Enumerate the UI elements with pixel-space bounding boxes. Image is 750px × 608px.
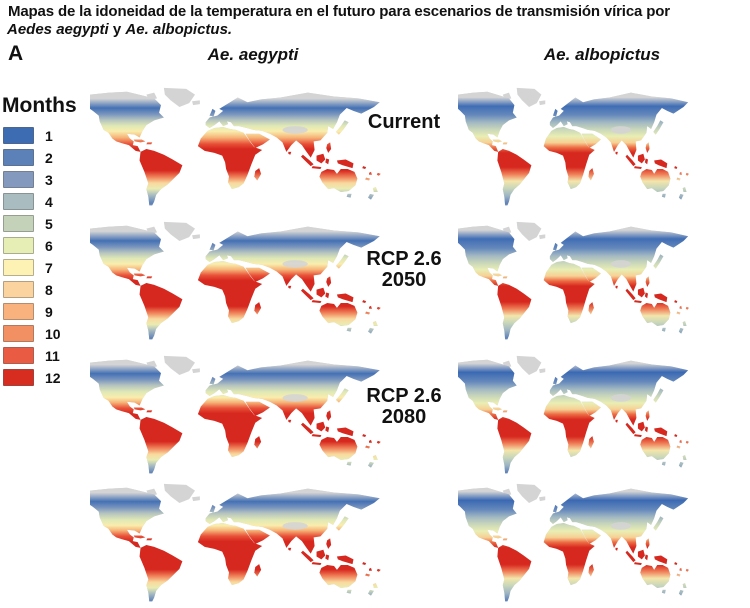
legend-entry: 8 — [3, 281, 61, 298]
legend-entry: 2 — [3, 149, 61, 166]
map-ae-albopictus-cropped — [458, 482, 736, 608]
legend-value: 2 — [45, 149, 53, 166]
legend-swatch — [3, 303, 34, 320]
row-label-line: 2080 — [381, 406, 427, 428]
species-name-albopictus: Ae. albopictus. — [125, 21, 233, 38]
legend-value: 3 — [45, 171, 53, 188]
row-label-rcp26-2080: RCP 2.6 2080 — [339, 386, 469, 428]
map-ae-aegypti-current — [90, 86, 440, 212]
title-conjunction: y — [108, 21, 126, 38]
legend-swatch — [3, 127, 34, 144]
legend-swatch — [3, 237, 34, 254]
legend-title: Months — [2, 94, 77, 117]
map-ae-aegypti-cropped — [90, 482, 440, 608]
map-ae-albopictus-current — [458, 86, 736, 212]
map-ae-aegypti-rcp-2-6-2080 — [90, 354, 440, 480]
legend-entry: 7 — [3, 259, 61, 276]
column-header-ae-aegypti: Ae. aegypti — [207, 45, 299, 64]
figure-page: { "title": { "line1": "Mapas de la idone… — [2, 3, 736, 602]
row-label-line: RCP 2.6 — [366, 248, 442, 270]
legend-entry: 12 — [3, 369, 61, 386]
map-ae-albopictus-rcp-2-6-2050 — [458, 220, 736, 346]
legend-swatch — [3, 369, 34, 386]
legend-entry: 1 — [3, 127, 61, 144]
legend-entry: 3 — [3, 171, 61, 188]
legend-swatch — [3, 193, 34, 210]
legend-value: 7 — [45, 259, 53, 276]
row-label-rcp26-2050: RCP 2.6 2050 — [339, 249, 469, 291]
legend-value: 1 — [45, 127, 53, 144]
row-label-line: Current — [367, 111, 441, 133]
legend-value: 6 — [45, 237, 53, 254]
legend-swatch — [3, 215, 34, 232]
legend-value: 9 — [45, 303, 53, 320]
legend-entry: 6 — [3, 237, 61, 254]
legend-entry: 11 — [3, 347, 61, 364]
legend-value: 5 — [45, 215, 53, 232]
legend-value: 11 — [45, 347, 60, 364]
row-label-line: 2050 — [381, 269, 427, 291]
map-ae-albopictus-rcp-2-6-2080 — [458, 354, 736, 480]
row-label-line: RCP 2.6 — [366, 385, 442, 407]
map-ae-aegypti-rcp-2-6-2050 — [90, 220, 440, 346]
legend-value: 8 — [45, 281, 53, 298]
legend-swatch — [3, 281, 34, 298]
row-label-current: Current — [339, 112, 469, 133]
legend-value: 10 — [45, 325, 61, 342]
legend-value: 4 — [45, 193, 53, 210]
legend-swatch — [3, 259, 34, 276]
legend-swatch — [3, 149, 34, 166]
legend-swatch — [3, 347, 34, 364]
months-legend: 1 2 3 4 5 6 7 8 9 10 11 12 — [3, 127, 61, 391]
figure-title-line2: Aedes aegypti y Ae. albopictus. — [7, 21, 232, 38]
panel-label-a: A — [8, 42, 24, 65]
figure-title-line1: Mapas de la idoneidad de la temperatura … — [8, 3, 670, 20]
legend-entry: 10 — [3, 325, 61, 342]
legend-swatch — [3, 171, 34, 188]
legend-swatch — [3, 325, 34, 342]
column-header-ae-albopictus: Ae. albopictus — [543, 45, 661, 64]
legend-entry: 9 — [3, 303, 61, 320]
species-name-aegypti: Aedes aegypti — [7, 21, 109, 38]
legend-entry: 5 — [3, 215, 61, 232]
legend-value: 12 — [45, 369, 61, 386]
legend-entry: 4 — [3, 193, 61, 210]
